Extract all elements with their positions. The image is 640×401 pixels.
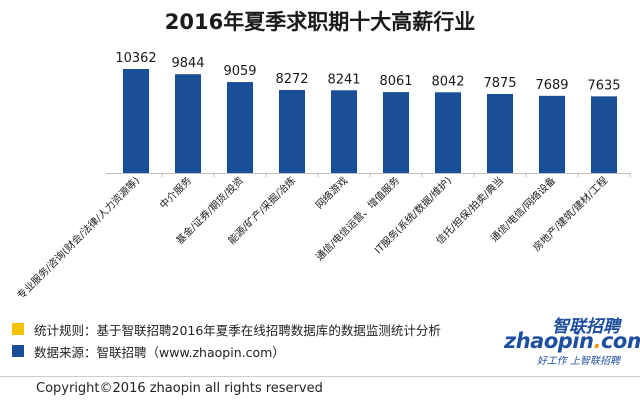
data-label: 8241 [327,72,360,87]
category-label: 中介服务 [157,174,194,211]
logo-en-tld: com [600,329,640,353]
logo-cn-text: 智联招聘 [552,317,620,337]
category-label: 专业服务/咨询(财会/法律/人力资源等) [14,174,142,302]
legend-swatch-yellow [12,323,24,335]
legend-item-source: 数据来源：智联招聘（www.zhaopin.com） [12,340,492,362]
legend: 统计规则：基于智联招聘2016年夏季在线招聘数据库的数据监测统计分析 数据来源：… [12,318,492,362]
logo-en-text: zhaopin.com [504,329,640,353]
bar [279,89,305,173]
legend-swatch-blue [12,345,24,357]
data-label: 8061 [379,74,412,89]
data-label: 9844 [171,56,204,71]
copyright-footer: Copyright©2016 zhaopin all rights reserv… [0,376,640,401]
legend-text-rule: 统计规则：基于智联招聘2016年夏季在线招聘数据库的数据监测统计分析 [34,322,441,338]
bar [383,92,409,173]
zhaopin-logo: 智联招聘 zhaopin.com 好工作 上智联招聘 [498,312,640,367]
data-label: 8042 [431,74,464,89]
bar [487,93,513,173]
category-label: 网络游戏 [313,174,350,211]
bar [175,74,201,173]
bar [227,82,253,173]
category-label: 通信/电信运营、增值服务 [313,174,402,263]
logo-en-main: zhaopin [504,329,594,353]
logo-slogan: 好工作 上智联招聘 [536,356,620,367]
data-label: 10362 [115,51,156,66]
data-label: 7875 [483,76,516,91]
bar [123,69,149,173]
bar [435,92,461,173]
chart-title: 2016年夏季求职期十大高薪行业 [164,10,476,34]
legend-item-rule: 统计规则：基于智联招聘2016年夏季在线招聘数据库的数据监测统计分析 [12,318,492,340]
legend-text-source: 数据来源：智联招聘（www.zhaopin.com） [34,344,285,360]
bar [539,95,565,173]
data-label: 7635 [587,78,620,93]
data-label: 8272 [275,72,308,87]
bar [591,96,617,173]
data-label: 7689 [535,78,568,93]
bar-chart: 10362专业服务/咨询(财会/法律/人力资源等)9844中介服务9059基金/… [14,51,631,302]
data-label: 9059 [223,64,256,79]
logo-en-dot: . [593,329,601,353]
bar [331,90,357,173]
